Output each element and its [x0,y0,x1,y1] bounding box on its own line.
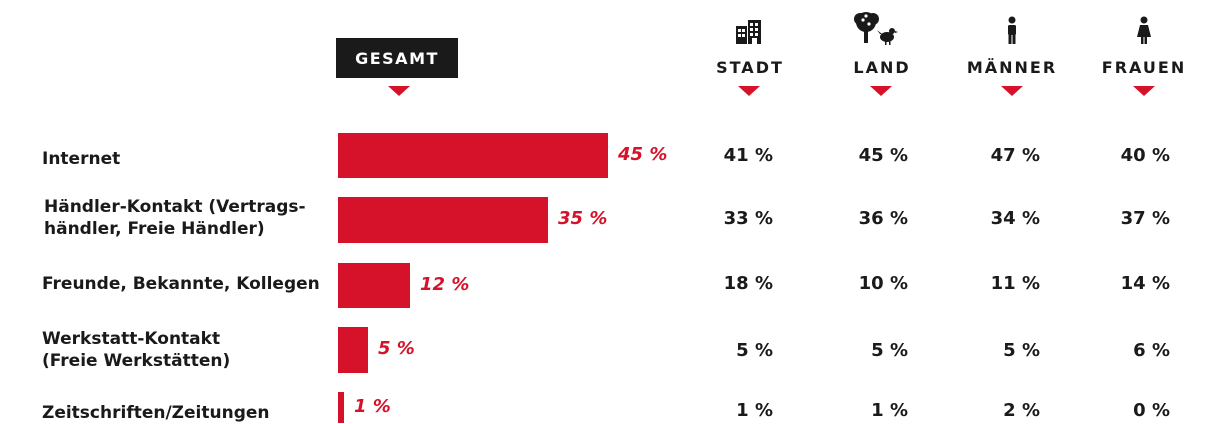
cell-freunde-stadt: 18 % [723,273,773,294]
maenner-marker-icon [1001,86,1023,96]
cell-zeitschriften-frauen: 0 % [1133,400,1170,421]
cell-haendler-land: 36 % [858,208,908,229]
bar-label-internet: 45 % [618,143,668,165]
row-label-zeitschriften: Zeitschriften/Zeitungen [42,403,270,423]
cell-werkstatt-frauen: 6 % [1133,340,1170,361]
column-header-stadt: STADT [716,58,784,77]
bar-haendler [338,197,548,243]
bar-label-freunde: 12 % [420,273,470,295]
cell-werkstatt-stadt: 5 % [736,340,773,361]
gesamt-header: GESAMT [336,38,458,78]
cell-haendler-frauen: 37 % [1120,208,1170,229]
column-header-frauen: FRAUEN [1101,58,1187,77]
cell-zeitschriften-maenner: 2 % [1003,400,1040,421]
bar-zeitschriften [338,392,344,423]
cell-haendler-maenner: 34 % [990,208,1040,229]
cell-freunde-frauen: 14 % [1120,273,1170,294]
cell-zeitschriften-stadt: 1 % [736,400,773,421]
row-label-haendler: Händler-Kontakt (Vertrags- händler, Frei… [44,197,306,239]
row-label-werkstatt: Werkstatt-Kontakt (Freie Werkstätten) [42,329,231,371]
gesamt-marker-icon [388,86,410,96]
gesamt-label: GESAMT [355,48,439,68]
bar-label-zeitschriften: 1 % [354,395,391,417]
frauen-marker-icon [1133,86,1155,96]
cell-freunde-land: 10 % [858,273,908,294]
man-icon [1008,16,1016,44]
cell-internet-frauen: 40 % [1120,145,1170,166]
land-marker-icon [870,86,892,96]
bar-label-werkstatt: 5 % [378,338,415,359]
cell-werkstatt-maenner: 5 % [1003,340,1040,361]
bar-label-haendler: 35 % [558,208,608,229]
row-label-freunde: Freunde, Bekannte, Kollegen [42,274,320,294]
cell-internet-maenner: 47 % [990,145,1040,166]
cell-freunde-maenner: 11 % [990,273,1040,294]
column-header-maenner: MÄNNER [966,58,1058,77]
stadt-marker-icon [738,86,760,96]
cell-zeitschriften-land: 1 % [871,400,908,421]
cell-werkstatt-land: 5 % [871,340,908,361]
cell-internet-stadt: 41 % [723,145,773,166]
bar-internet [338,133,608,178]
cell-haendler-stadt: 33 % [723,208,773,229]
tree-and-chicken-icon [854,12,898,45]
city-buildings-icon [736,20,761,44]
cell-internet-land: 45 % [858,145,908,166]
bar-freunde [338,263,410,308]
woman-icon [1137,16,1151,44]
row-label-internet: Internet [42,149,121,169]
bar-werkstatt [338,327,368,373]
column-header-land: LAND [853,58,911,77]
